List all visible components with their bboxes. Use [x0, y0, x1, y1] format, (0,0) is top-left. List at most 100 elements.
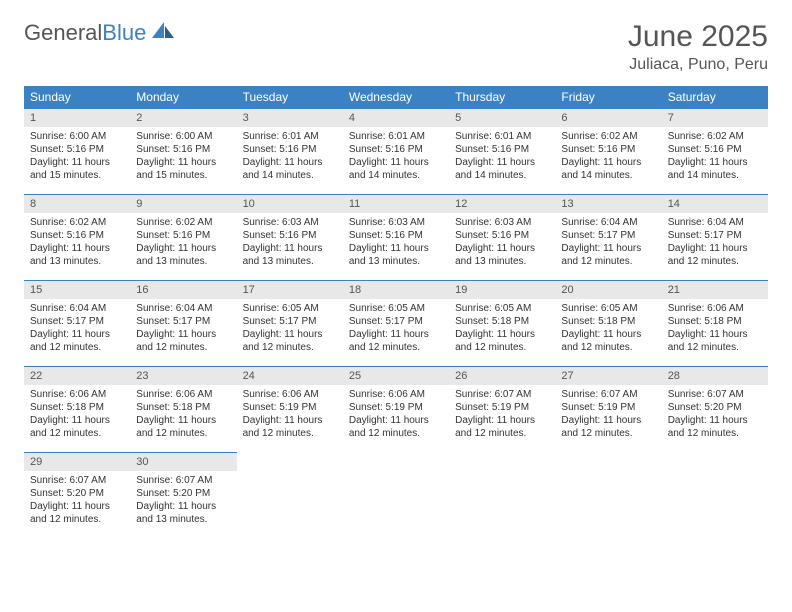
daylight-text-1: Daylight: 11 hours	[349, 414, 443, 427]
calendar-day-cell: 4Sunrise: 6:01 AMSunset: 5:16 PMDaylight…	[343, 109, 449, 195]
day-number: 4	[343, 109, 449, 127]
daylight-text-1: Daylight: 11 hours	[561, 414, 655, 427]
daylight-text-2: and 12 minutes.	[349, 427, 443, 440]
sunset-text: Sunset: 5:17 PM	[243, 315, 337, 328]
daylight-text-1: Daylight: 11 hours	[561, 156, 655, 169]
sunset-text: Sunset: 5:16 PM	[136, 143, 230, 156]
daylight-text-2: and 12 minutes.	[30, 427, 124, 440]
daylight-text-1: Daylight: 11 hours	[349, 242, 443, 255]
daylight-text-2: and 14 minutes.	[455, 169, 549, 182]
daylight-text-1: Daylight: 11 hours	[455, 156, 549, 169]
daylight-text-2: and 12 minutes.	[455, 427, 549, 440]
daylight-text-1: Daylight: 11 hours	[243, 156, 337, 169]
daylight-text-2: and 13 minutes.	[455, 255, 549, 268]
day-details: Sunrise: 6:07 AMSunset: 5:20 PMDaylight:…	[24, 471, 130, 530]
sunrise-text: Sunrise: 6:01 AM	[243, 130, 337, 143]
sunset-text: Sunset: 5:20 PM	[136, 487, 230, 500]
sunrise-text: Sunrise: 6:04 AM	[30, 302, 124, 315]
daylight-text-2: and 14 minutes.	[349, 169, 443, 182]
sunset-text: Sunset: 5:17 PM	[136, 315, 230, 328]
sunset-text: Sunset: 5:16 PM	[243, 143, 337, 156]
sunset-text: Sunset: 5:17 PM	[349, 315, 443, 328]
page-title: June 2025	[628, 20, 768, 54]
daylight-text-2: and 13 minutes.	[30, 255, 124, 268]
daylight-text-2: and 12 minutes.	[561, 255, 655, 268]
sunrise-text: Sunrise: 6:06 AM	[136, 388, 230, 401]
sunrise-text: Sunrise: 6:03 AM	[349, 216, 443, 229]
daylight-text-2: and 12 minutes.	[349, 341, 443, 354]
weekday-header: Sunday	[24, 86, 130, 109]
calendar-day-cell: 5Sunrise: 6:01 AMSunset: 5:16 PMDaylight…	[449, 109, 555, 195]
day-details: Sunrise: 6:00 AMSunset: 5:16 PMDaylight:…	[24, 127, 130, 186]
calendar-day-cell: 28Sunrise: 6:07 AMSunset: 5:20 PMDayligh…	[662, 367, 768, 453]
sunrise-text: Sunrise: 6:07 AM	[561, 388, 655, 401]
day-details: Sunrise: 6:02 AMSunset: 5:16 PMDaylight:…	[662, 127, 768, 186]
day-details: Sunrise: 6:00 AMSunset: 5:16 PMDaylight:…	[130, 127, 236, 186]
daylight-text-2: and 12 minutes.	[561, 341, 655, 354]
day-details: Sunrise: 6:03 AMSunset: 5:16 PMDaylight:…	[449, 213, 555, 272]
sunrise-text: Sunrise: 6:06 AM	[668, 302, 762, 315]
daylight-text-1: Daylight: 11 hours	[136, 328, 230, 341]
sunset-text: Sunset: 5:18 PM	[561, 315, 655, 328]
daylight-text-2: and 12 minutes.	[561, 427, 655, 440]
calendar-day-cell	[449, 453, 555, 539]
daylight-text-2: and 14 minutes.	[243, 169, 337, 182]
calendar-day-cell: 15Sunrise: 6:04 AMSunset: 5:17 PMDayligh…	[24, 281, 130, 367]
day-number: 25	[343, 367, 449, 385]
sunset-text: Sunset: 5:19 PM	[243, 401, 337, 414]
sunrise-text: Sunrise: 6:05 AM	[455, 302, 549, 315]
day-number: 14	[662, 195, 768, 213]
sunset-text: Sunset: 5:17 PM	[561, 229, 655, 242]
sunrise-text: Sunrise: 6:07 AM	[668, 388, 762, 401]
daylight-text-2: and 14 minutes.	[668, 169, 762, 182]
daylight-text-1: Daylight: 11 hours	[30, 156, 124, 169]
day-number: 3	[237, 109, 343, 127]
calendar-day-cell	[343, 453, 449, 539]
day-details: Sunrise: 6:01 AMSunset: 5:16 PMDaylight:…	[449, 127, 555, 186]
sunrise-text: Sunrise: 6:02 AM	[668, 130, 762, 143]
day-number: 19	[449, 281, 555, 299]
logo: GeneralBlue	[24, 20, 176, 46]
day-number: 17	[237, 281, 343, 299]
day-number: 9	[130, 195, 236, 213]
calendar-day-cell: 20Sunrise: 6:05 AMSunset: 5:18 PMDayligh…	[555, 281, 661, 367]
calendar-day-cell	[662, 453, 768, 539]
sunset-text: Sunset: 5:19 PM	[561, 401, 655, 414]
day-details: Sunrise: 6:03 AMSunset: 5:16 PMDaylight:…	[237, 213, 343, 272]
day-details: Sunrise: 6:05 AMSunset: 5:18 PMDaylight:…	[555, 299, 661, 358]
sunrise-text: Sunrise: 6:02 AM	[30, 216, 124, 229]
calendar-day-cell: 18Sunrise: 6:05 AMSunset: 5:17 PMDayligh…	[343, 281, 449, 367]
calendar-day-cell: 13Sunrise: 6:04 AMSunset: 5:17 PMDayligh…	[555, 195, 661, 281]
location-text: Juliaca, Puno, Peru	[628, 56, 768, 74]
daylight-text-2: and 12 minutes.	[668, 255, 762, 268]
weekday-header-row: Sunday Monday Tuesday Wednesday Thursday…	[24, 86, 768, 109]
sunset-text: Sunset: 5:16 PM	[136, 229, 230, 242]
daylight-text-1: Daylight: 11 hours	[455, 242, 549, 255]
daylight-text-2: and 14 minutes.	[561, 169, 655, 182]
day-number: 21	[662, 281, 768, 299]
sunrise-text: Sunrise: 6:04 AM	[668, 216, 762, 229]
day-details: Sunrise: 6:04 AMSunset: 5:17 PMDaylight:…	[555, 213, 661, 272]
calendar-week-row: 15Sunrise: 6:04 AMSunset: 5:17 PMDayligh…	[24, 281, 768, 367]
calendar-page: GeneralBlue June 2025 Juliaca, Puno, Per…	[0, 0, 792, 559]
sunrise-text: Sunrise: 6:00 AM	[30, 130, 124, 143]
day-number: 1	[24, 109, 130, 127]
daylight-text-1: Daylight: 11 hours	[243, 414, 337, 427]
sunrise-text: Sunrise: 6:04 AM	[561, 216, 655, 229]
day-details: Sunrise: 6:07 AMSunset: 5:20 PMDaylight:…	[130, 471, 236, 530]
daylight-text-2: and 12 minutes.	[668, 427, 762, 440]
day-number: 10	[237, 195, 343, 213]
day-number: 8	[24, 195, 130, 213]
day-number: 22	[24, 367, 130, 385]
sunset-text: Sunset: 5:16 PM	[561, 143, 655, 156]
daylight-text-1: Daylight: 11 hours	[136, 242, 230, 255]
calendar-day-cell: 9Sunrise: 6:02 AMSunset: 5:16 PMDaylight…	[130, 195, 236, 281]
day-details: Sunrise: 6:01 AMSunset: 5:16 PMDaylight:…	[237, 127, 343, 186]
day-number: 12	[449, 195, 555, 213]
calendar-day-cell: 25Sunrise: 6:06 AMSunset: 5:19 PMDayligh…	[343, 367, 449, 453]
calendar-table: Sunday Monday Tuesday Wednesday Thursday…	[24, 86, 768, 539]
calendar-day-cell: 24Sunrise: 6:06 AMSunset: 5:19 PMDayligh…	[237, 367, 343, 453]
daylight-text-1: Daylight: 11 hours	[30, 500, 124, 513]
daylight-text-2: and 13 minutes.	[243, 255, 337, 268]
sunrise-text: Sunrise: 6:06 AM	[349, 388, 443, 401]
